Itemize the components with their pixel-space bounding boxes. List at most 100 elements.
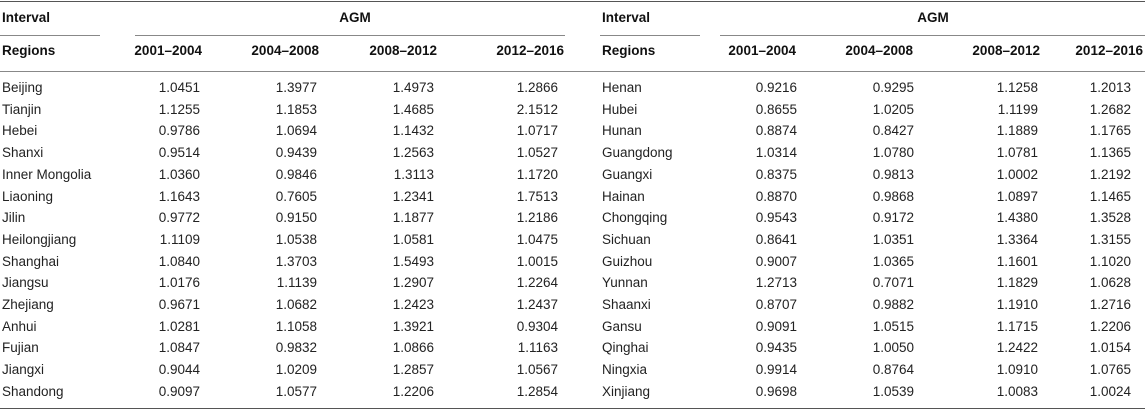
region-name: Anhui [2,318,37,334]
agm-value: 1.2206 [1089,318,1131,334]
period-header: 2008–2012 [972,43,1040,58]
agm-value: 1.0360 [158,166,200,182]
period-header: 2004–2008 [251,43,319,58]
agm-value: 0.9216 [755,80,797,95]
table-top-rule [0,1,1145,2]
region-name: Henan [602,80,642,95]
regions-header-right: Regions [602,43,656,58]
agm-value: 1.2437 [516,297,558,312]
agm-value: 1.1889 [996,123,1038,139]
agm-value: 1.0567 [516,362,558,378]
agm-value: 0.9868 [872,188,914,204]
agm-value: 1.2563 [392,145,434,161]
agm-value: 1.1163 [517,340,558,356]
region-name: Hunan [602,123,642,139]
agm-value: 1.1465 [1089,188,1131,204]
region-name: Hubei [602,101,638,117]
agm-value: 1.2713 [755,275,797,291]
region-name: Fujian [2,340,39,356]
agm-value: 1.0694 [275,123,317,139]
region-name: Inner Mongolia [2,166,92,182]
region-name: Sichuan [602,231,651,247]
agm-value: 1.0897 [996,188,1038,204]
region-name: Chongqing [602,210,668,226]
agm-value: 1.0910 [996,362,1038,378]
agm-value: 1.3977 [275,80,317,95]
agm-value: 0.9044 [158,362,200,378]
agm-value: 1.1829 [996,275,1038,291]
agm-value: 1.0154 [1089,340,1131,356]
agm-value: 1.0538 [275,231,317,247]
table-bottom-rule [0,408,1145,409]
agm-value: 0.9007 [755,253,797,269]
agm-value: 1.2186 [516,210,558,226]
agm-value: 2.1512 [516,101,558,117]
agm-value: 1.0015 [516,253,558,269]
agm-value: 1.0515 [872,318,914,334]
agm-value: 1.2422 [996,340,1038,356]
region-name: Jiangsu [2,275,49,291]
agm-value: 1.3528 [1089,210,1131,226]
period-header: 2001–2004 [134,43,202,58]
agm-value: 0.9882 [872,297,914,312]
region-name: Jiangxi [2,362,45,378]
agm-value: 1.1109 [159,231,200,247]
agm-value: 0.9813 [872,166,914,182]
header-sub-rule [600,35,700,36]
agm-value: 0.9172 [872,210,914,226]
period-header: 2001–2004 [728,43,796,58]
table-row: Zhejiang 0.9671 1.0682 1.2423 1.2437 Shaanxi 0… [0,296,1145,318]
agm-value: 1.0527 [516,145,558,161]
agm-value: 0.8764 [872,362,914,378]
agm-value: 1.2423 [392,297,434,312]
agm-value: 0.9150 [275,210,317,226]
region-name: Jilin [2,210,26,226]
agm-value: 1.1715 [996,318,1038,334]
agm-value: 1.2854 [516,383,558,399]
header-sub-rule [135,35,565,36]
agm-value: 1.0281 [158,318,200,334]
table-row: Jiangxi 0.9044 1.0209 1.2857 1.0567 Ningxia 0.… [0,361,1145,383]
agm-value: 1.2866 [516,80,558,95]
agm-value: 1.2857 [392,362,434,378]
agm-value: 1.4380 [996,210,1038,226]
agm-header-left: AGM [339,10,371,25]
agm-value: 1.1365 [1089,145,1131,161]
agm-value: 1.0847 [158,340,200,356]
table-row: Heilongjiang 1.1109 1.0538 1.0581 1.0475 Sich… [0,231,1145,253]
agm-value: 1.0765 [1089,362,1131,378]
agm-value: 0.9097 [158,383,200,399]
agm-value: 1.0024 [1089,383,1131,399]
period-header: 2008–2012 [369,43,437,58]
table-row: Beijing 1.0451 1.3977 1.4973 1.2866 Henan 0.92… [0,79,1145,101]
agm-value: 1.0050 [872,340,914,356]
period-header: 2012–2016 [1075,43,1143,58]
agm-header-right: AGM [917,10,949,25]
agm-value: 1.0451 [158,80,200,95]
agm-value: 1.2682 [1089,101,1131,117]
period-header: 2004–2008 [845,43,913,58]
agm-value: 0.9514 [158,145,200,161]
region-name: Guangdong [602,145,673,161]
agm-value: 1.0840 [158,253,200,269]
region-name: Yunnan [602,275,648,291]
agm-value: 0.9304 [516,318,558,334]
agm-value: 0.8870 [755,188,797,204]
agm-value: 1.1853 [275,101,317,117]
agm-value: 1.1058 [275,318,317,334]
agm-value: 1.1139 [276,275,317,291]
agm-value: 1.1020 [1089,253,1131,269]
region-name: Gansu [602,318,642,334]
agm-value: 0.9832 [275,340,317,356]
agm-value: 1.3155 [1089,231,1131,247]
table-row: Jiangsu 1.0176 1.1139 1.2907 1.2264 Yunnan 1.2… [0,274,1145,296]
agm-value: 1.1643 [158,188,200,204]
agm-value: 1.1258 [996,80,1038,95]
agm-value: 1.0780 [872,145,914,161]
agm-value: 1.0781 [996,145,1038,161]
region-name: Tianjin [2,101,42,117]
table-row: Anhui 1.0281 1.1058 1.3921 0.9304 Gansu 0.9091… [0,318,1145,340]
agm-value: 1.1720 [516,166,558,182]
agm-value: 0.8655 [755,101,797,117]
